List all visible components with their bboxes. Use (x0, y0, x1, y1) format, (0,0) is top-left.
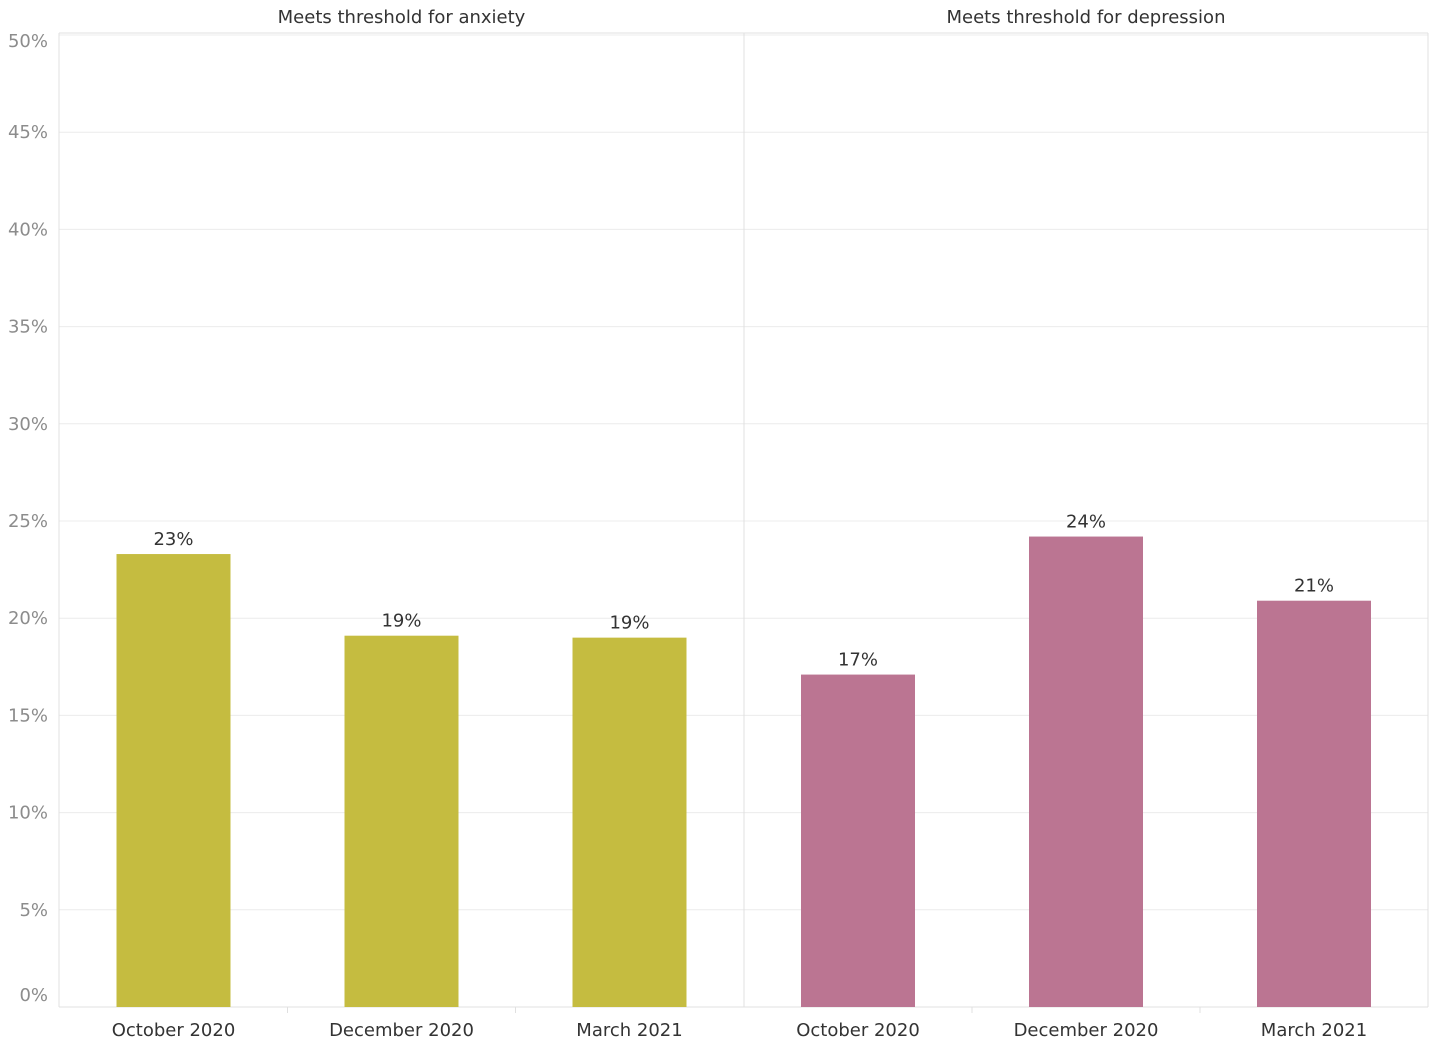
y-tick-label: 50% (8, 31, 48, 52)
x-tick-label: October 2020 (112, 1020, 236, 1041)
x-tick-label: December 2020 (329, 1020, 474, 1041)
y-tick-label: 0% (19, 985, 48, 1006)
data-label: 17% (838, 650, 878, 671)
y-tick-label: 40% (8, 219, 48, 240)
x-tick-label: October 2020 (796, 1020, 920, 1041)
bar (801, 674, 915, 1007)
bar (344, 635, 459, 1007)
x-tick-label: December 2020 (1014, 1020, 1159, 1041)
y-tick-label: 20% (8, 608, 48, 629)
bar (1029, 536, 1143, 1007)
y-tick-label: 35% (8, 317, 48, 338)
data-label: 19% (381, 611, 421, 632)
data-label: 23% (153, 529, 193, 550)
panel-title: Meets threshold for depression (947, 7, 1226, 28)
x-tick-label: March 2021 (576, 1020, 682, 1041)
data-label: 21% (1294, 576, 1334, 597)
bar (1257, 600, 1371, 1007)
bar (116, 554, 231, 1007)
y-tick-label: 25% (8, 511, 48, 532)
y-tick-label: 15% (8, 705, 48, 726)
y-tick-label: 10% (8, 803, 48, 824)
y-tick-label: 5% (19, 900, 48, 921)
data-label: 24% (1066, 512, 1106, 533)
y-tick-label: 30% (8, 414, 48, 435)
data-label: 19% (609, 613, 649, 634)
x-tick-label: March 2021 (1261, 1020, 1367, 1041)
bar (572, 637, 687, 1007)
y-tick-label: 45% (8, 122, 48, 143)
panel-title: Meets threshold for anxiety (278, 7, 526, 28)
